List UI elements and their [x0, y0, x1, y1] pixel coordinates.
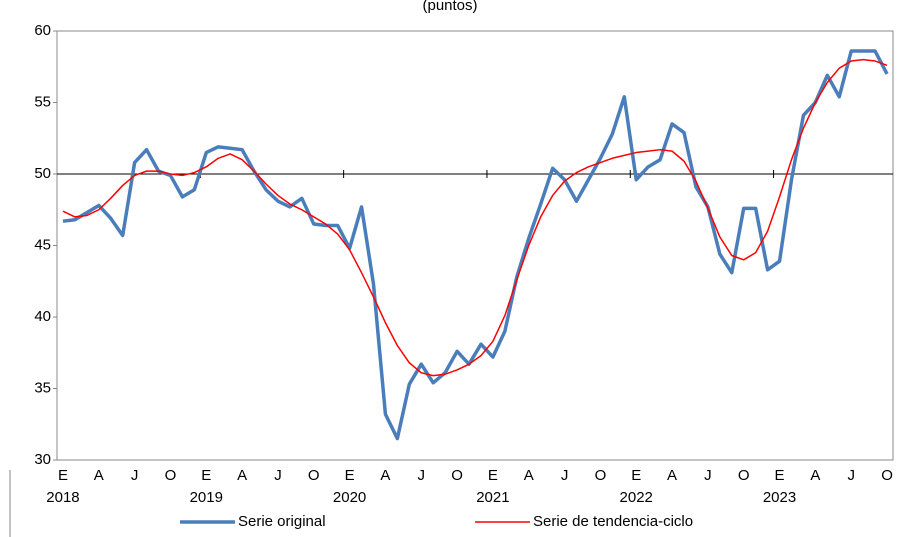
year-label: 2018 [46, 489, 79, 506]
year-label: 2022 [620, 489, 653, 506]
x-tick-label: A [667, 467, 677, 484]
x-tick-label: O [738, 467, 750, 484]
x-tick-label: O [165, 467, 177, 484]
x-tick-label: A [524, 467, 534, 484]
y-tick-label: 55 [34, 93, 51, 110]
y-tick-label: 35 [34, 379, 51, 396]
plot-frame [56, 30, 894, 461]
y-tick-label: 40 [34, 308, 51, 325]
y-tick-label: 30 [34, 451, 51, 468]
year-label: 2020 [333, 489, 366, 506]
x-tick-label: O [451, 467, 463, 484]
x-tick-label: E [775, 467, 785, 484]
y-tick-label: 60 [34, 22, 51, 39]
year-label: 2019 [190, 489, 223, 506]
x-tick-label: J [704, 467, 712, 484]
x-tick-label: E [631, 467, 641, 484]
x-tick-label: O [595, 467, 607, 484]
x-tick-label: J [847, 467, 855, 484]
x-tick-label: O [308, 467, 320, 484]
x-tick-label: J [561, 467, 569, 484]
legend-label: Serie original [238, 513, 326, 530]
x-tick-label: E [201, 467, 211, 484]
x-tick-label: J [418, 467, 426, 484]
series-line [62, 58, 888, 377]
x-tick-label: J [274, 467, 282, 484]
year-label: 2021 [476, 489, 509, 506]
y-tick-label: 45 [34, 236, 51, 253]
series-line [62, 49, 889, 441]
chart-title: (puntos) [422, 0, 477, 14]
x-tick-label: O [881, 467, 893, 484]
x-tick-label: J [131, 467, 139, 484]
x-tick-label: A [810, 467, 820, 484]
year-label: 2023 [763, 489, 796, 506]
x-tick-label: A [94, 467, 104, 484]
x-tick-label: E [58, 467, 68, 484]
x-tick-label: A [380, 467, 390, 484]
x-tick-label: E [345, 467, 355, 484]
x-tick-label: E [488, 467, 498, 484]
legend-label: Serie de tendencia-ciclo [533, 513, 693, 530]
x-tick-label: A [237, 467, 247, 484]
y-tick-label: 50 [34, 165, 51, 182]
